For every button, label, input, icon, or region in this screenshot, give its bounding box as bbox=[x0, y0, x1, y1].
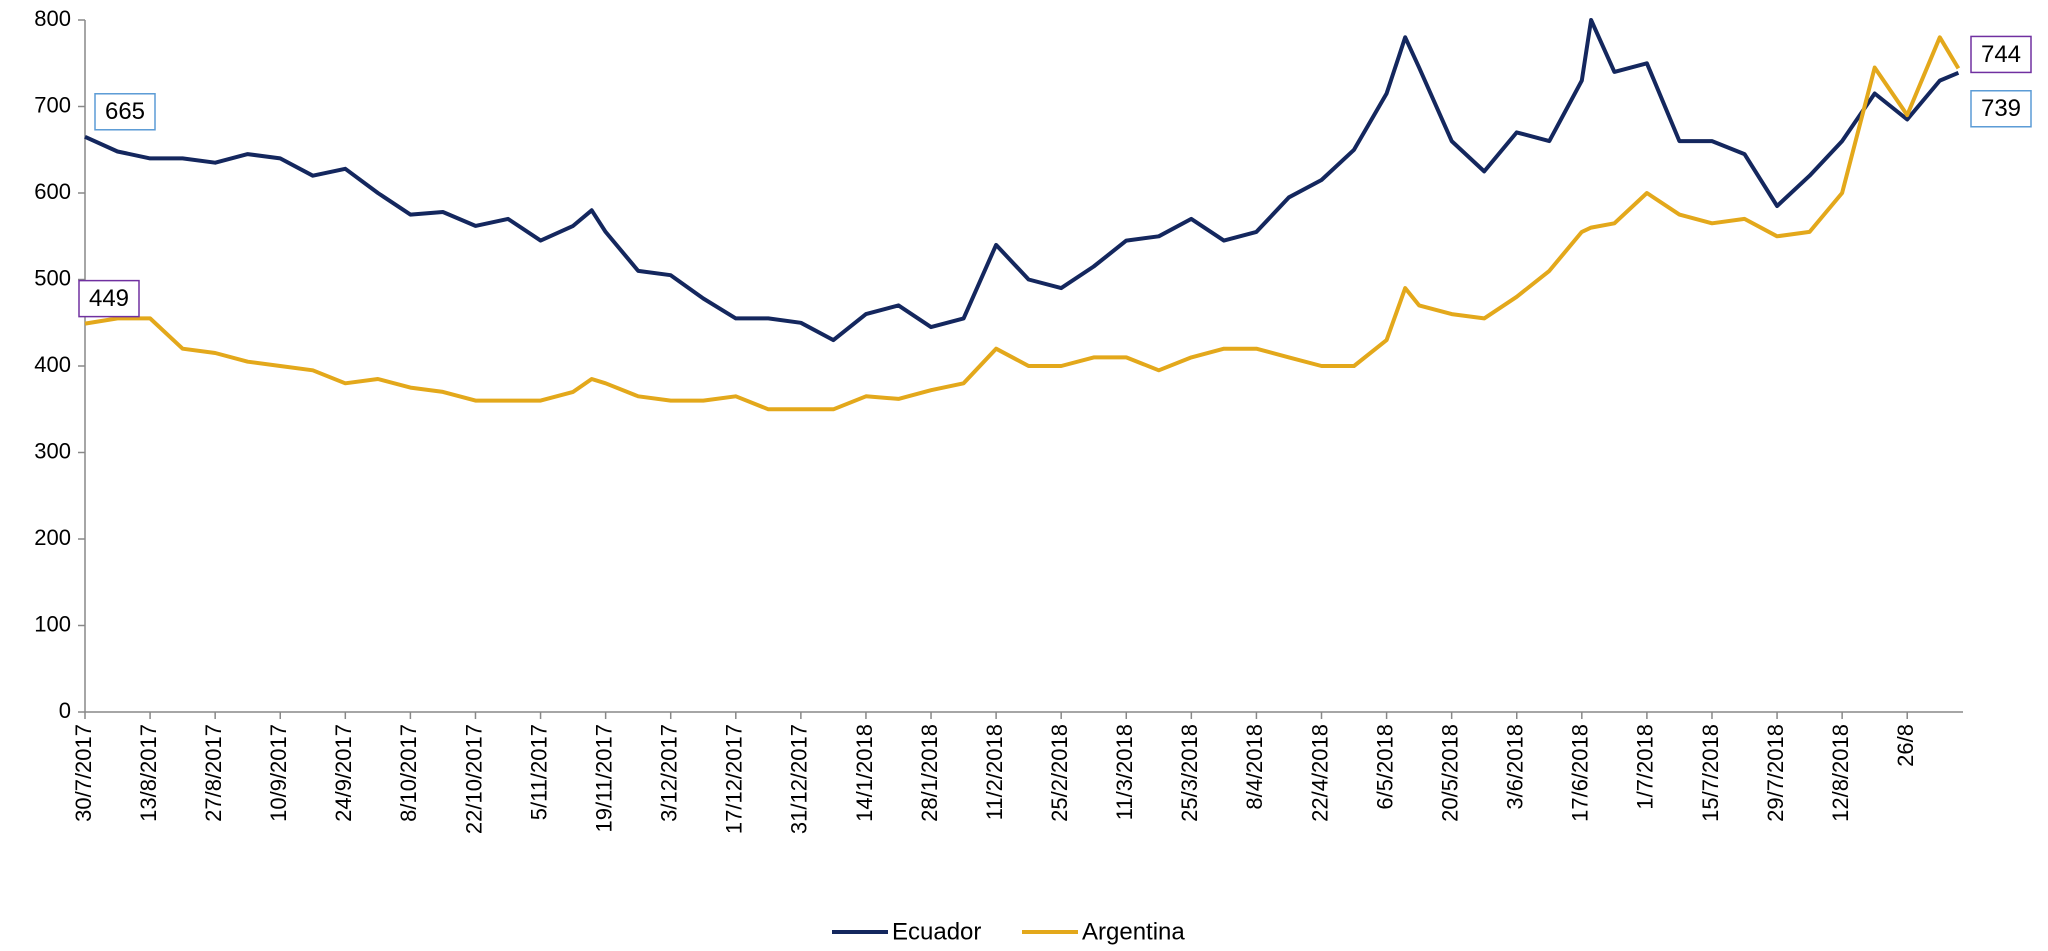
y-tick-label: 100 bbox=[34, 611, 71, 636]
y-tick-label: 300 bbox=[34, 438, 71, 463]
legend-label: Ecuador bbox=[892, 918, 981, 945]
x-tick-label: 11/3/2018 bbox=[1112, 724, 1137, 820]
x-tick-label: 11/2/2018 bbox=[982, 724, 1007, 820]
x-tick-label: 15/7/2018 bbox=[1698, 724, 1723, 822]
x-tick-label: 17/6/2018 bbox=[1568, 724, 1593, 822]
x-tick-label: 3/12/2017 bbox=[657, 724, 682, 822]
y-tick-label: 600 bbox=[34, 179, 71, 204]
x-tick-label: 22/4/2018 bbox=[1307, 724, 1332, 822]
data-label-box bbox=[78, 279, 140, 318]
y-tick-label: 500 bbox=[34, 265, 71, 290]
x-tick-label: 20/5/2018 bbox=[1437, 724, 1462, 822]
legend-label: Argentina bbox=[1082, 918, 1185, 945]
x-tick-label: 25/2/2018 bbox=[1047, 724, 1072, 822]
x-tick-label: 1/7/2018 bbox=[1633, 724, 1658, 810]
x-tick-label: 14/1/2018 bbox=[852, 724, 877, 822]
x-tick-label: 24/9/2017 bbox=[331, 724, 356, 822]
x-tick-label: 3/6/2018 bbox=[1503, 724, 1528, 810]
data-label-box bbox=[1970, 35, 2032, 74]
x-tick-label: 13/8/2017 bbox=[136, 724, 161, 822]
x-tick-label: 31/12/2017 bbox=[787, 724, 812, 834]
data-label-box bbox=[94, 93, 156, 131]
x-tick-label: 8/10/2017 bbox=[396, 724, 421, 822]
x-tick-label: 17/12/2017 bbox=[722, 724, 747, 834]
x-tick-label: 6/5/2018 bbox=[1372, 724, 1397, 810]
x-tick-label: 27/8/2017 bbox=[201, 724, 226, 822]
x-tick-label: 8/4/2018 bbox=[1242, 724, 1267, 810]
data-label-box bbox=[1970, 90, 2032, 128]
line-series bbox=[84, 35, 1961, 412]
x-tick-label: 29/7/2018 bbox=[1763, 724, 1788, 822]
y-tick-label: 0 bbox=[59, 698, 71, 723]
x-tick-label: 22/10/2017 bbox=[461, 724, 486, 834]
y-tick-label: 800 bbox=[34, 6, 71, 31]
data-label: 739 bbox=[1981, 95, 2021, 122]
data-label: 449 bbox=[89, 285, 129, 312]
x-tick-label: 25/3/2018 bbox=[1177, 724, 1202, 822]
y-tick-label: 700 bbox=[34, 92, 71, 117]
x-tick-label: 26/8 bbox=[1893, 724, 1918, 767]
x-tick-label: 12/8/2018 bbox=[1828, 724, 1853, 822]
x-tick-label: 10/9/2017 bbox=[266, 724, 291, 822]
data-label: 665 bbox=[105, 98, 145, 125]
line-series bbox=[84, 18, 1960, 343]
y-tick-label: 400 bbox=[34, 352, 71, 377]
x-tick-label: 5/11/2017 bbox=[526, 724, 551, 820]
data-label: 744 bbox=[1981, 41, 2021, 68]
y-tick-label: 200 bbox=[34, 525, 71, 550]
x-tick-label: 19/11/2017 bbox=[591, 724, 616, 832]
x-tick-label: 30/7/2017 bbox=[71, 724, 96, 822]
x-tick-label: 28/1/2018 bbox=[917, 724, 942, 822]
